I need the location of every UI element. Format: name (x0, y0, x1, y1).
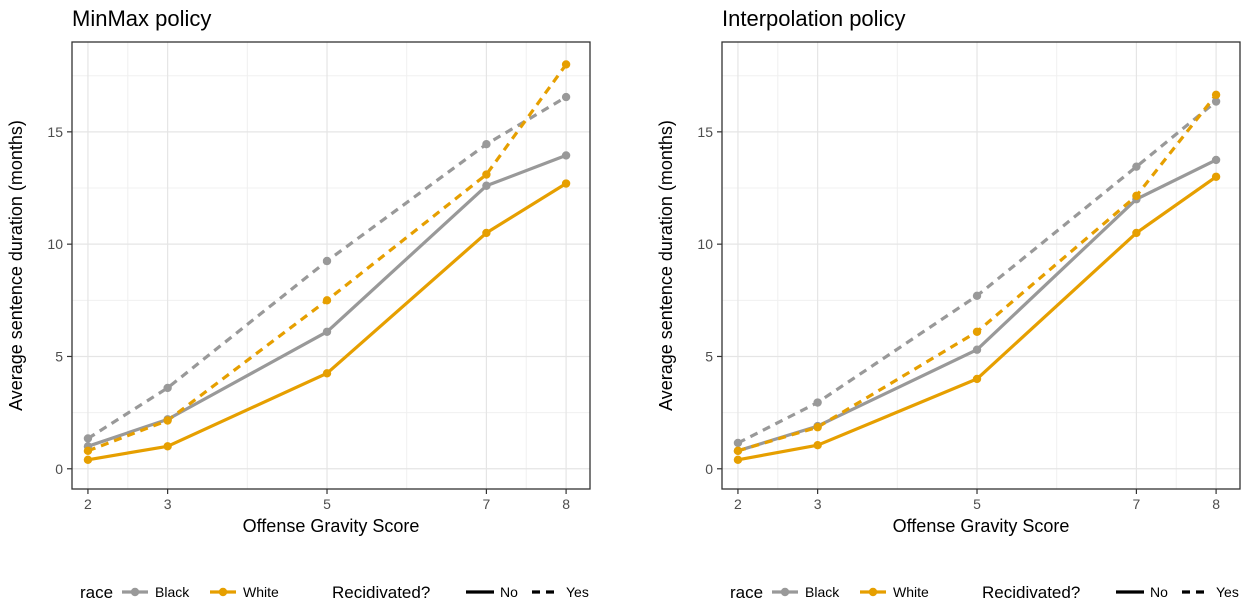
data-point-white-yes (163, 416, 172, 425)
legend-key-point-white (868, 587, 878, 597)
data-point-white-yes (972, 327, 982, 336)
x-tick-label: 7 (1133, 496, 1141, 512)
legend-key-point-black (780, 587, 790, 597)
data-point-black-yes (561, 92, 571, 102)
data-point-black-yes (972, 291, 982, 301)
x-tick-label: 3 (814, 496, 822, 512)
chart-panel-2: 2 3 5 7 8 0 5 10 15 Interpolation policy Offense G… (656, 6, 1241, 602)
data-point-black-no (972, 345, 982, 354)
data-point-black-yes (1211, 97, 1221, 106)
legend-key-point-white (218, 587, 228, 597)
legend-label-yes: Yes (566, 584, 589, 600)
data-point-white-yes (83, 446, 93, 456)
legend-label-white: White (243, 584, 279, 600)
data-point-black-no (561, 151, 571, 160)
data-point-black-yes (163, 383, 172, 393)
data-point-white-no (482, 228, 491, 238)
plot-background (722, 42, 1240, 489)
data-point-black-yes (1132, 162, 1141, 171)
data-point-white-no (972, 374, 982, 384)
x-tick-label: 7 (483, 496, 491, 512)
y-tick-label: 0 (705, 461, 713, 477)
data-point-white-yes (561, 60, 571, 69)
data-point-white-yes (813, 423, 822, 432)
legend-recid-title: Recidivated? (332, 583, 430, 602)
y-tick-label: 5 (705, 348, 713, 364)
data-point-white-yes (1211, 90, 1221, 99)
y-tick-label: 15 (47, 124, 63, 140)
chart-panel-1: 2 3 5 7 8 0 5 10 15 MinMax policy Offense Gravity … (6, 6, 591, 602)
data-point-black-yes (482, 140, 491, 149)
plot-background (72, 42, 590, 489)
plot-border (71, 41, 591, 490)
data-point-white-no (813, 440, 822, 450)
legend-label-no: No (1150, 584, 1168, 600)
legend-recid-title: Recidivated? (982, 583, 1080, 602)
y-tick-label: 10 (47, 236, 63, 252)
y-tick-label: 10 (697, 236, 713, 252)
y-tick-label: 5 (55, 348, 63, 364)
x-tick-label: 8 (562, 496, 570, 512)
data-point-black-no (482, 181, 491, 190)
data-point-white-no (83, 455, 93, 464)
y-tick-label: 15 (697, 124, 713, 140)
legend: race Black White Recidivated? No Yes (730, 583, 1239, 602)
legend-race-title: race (80, 583, 113, 602)
data-point-black-yes (83, 434, 93, 443)
x-tick-label: 8 (1212, 496, 1220, 512)
data-point-black-yes (813, 398, 822, 407)
legend-key-point-black (130, 587, 140, 597)
chart-title: Interpolation policy (722, 6, 905, 31)
data-point-white-no (163, 442, 172, 451)
x-tick-label: 5 (973, 496, 981, 512)
data-point-white-yes (733, 446, 743, 456)
plot-border (721, 41, 1241, 490)
x-tick-label: 5 (323, 496, 331, 512)
legend-label-white: White (893, 584, 929, 600)
data-point-black-no (1211, 155, 1221, 165)
legend-label-black: Black (155, 584, 190, 600)
legend-label-no: No (500, 584, 518, 600)
legend-race-title: race (730, 583, 763, 602)
data-point-black-no (322, 327, 332, 336)
data-point-white-no (322, 369, 332, 378)
data-point-white-yes (1132, 191, 1141, 201)
y-tick-label: 0 (55, 461, 63, 477)
legend: race Black White Recidivated? No Yes (80, 583, 589, 602)
data-point-white-no (1132, 228, 1141, 238)
x-axis-title: Offense Gravity Score (893, 516, 1070, 536)
legend-label-black: Black (805, 584, 840, 600)
data-point-white-yes (322, 296, 332, 305)
y-axis-title: Average sentence duration (months) (656, 120, 676, 411)
data-point-black-yes (733, 438, 743, 448)
x-tick-label: 3 (164, 496, 172, 512)
data-point-black-yes (322, 256, 332, 266)
x-tick-label: 2 (734, 496, 742, 512)
data-point-white-no (733, 455, 743, 464)
chart-title: MinMax policy (72, 6, 211, 31)
data-point-white-yes (482, 170, 491, 179)
x-tick-label: 2 (84, 496, 92, 512)
x-axis-title: Offense Gravity Score (243, 516, 420, 536)
y-axis-title: Average sentence duration (months) (6, 120, 26, 411)
legend-label-yes: Yes (1216, 584, 1239, 600)
data-point-white-no (561, 179, 571, 188)
data-point-white-no (1211, 172, 1221, 181)
